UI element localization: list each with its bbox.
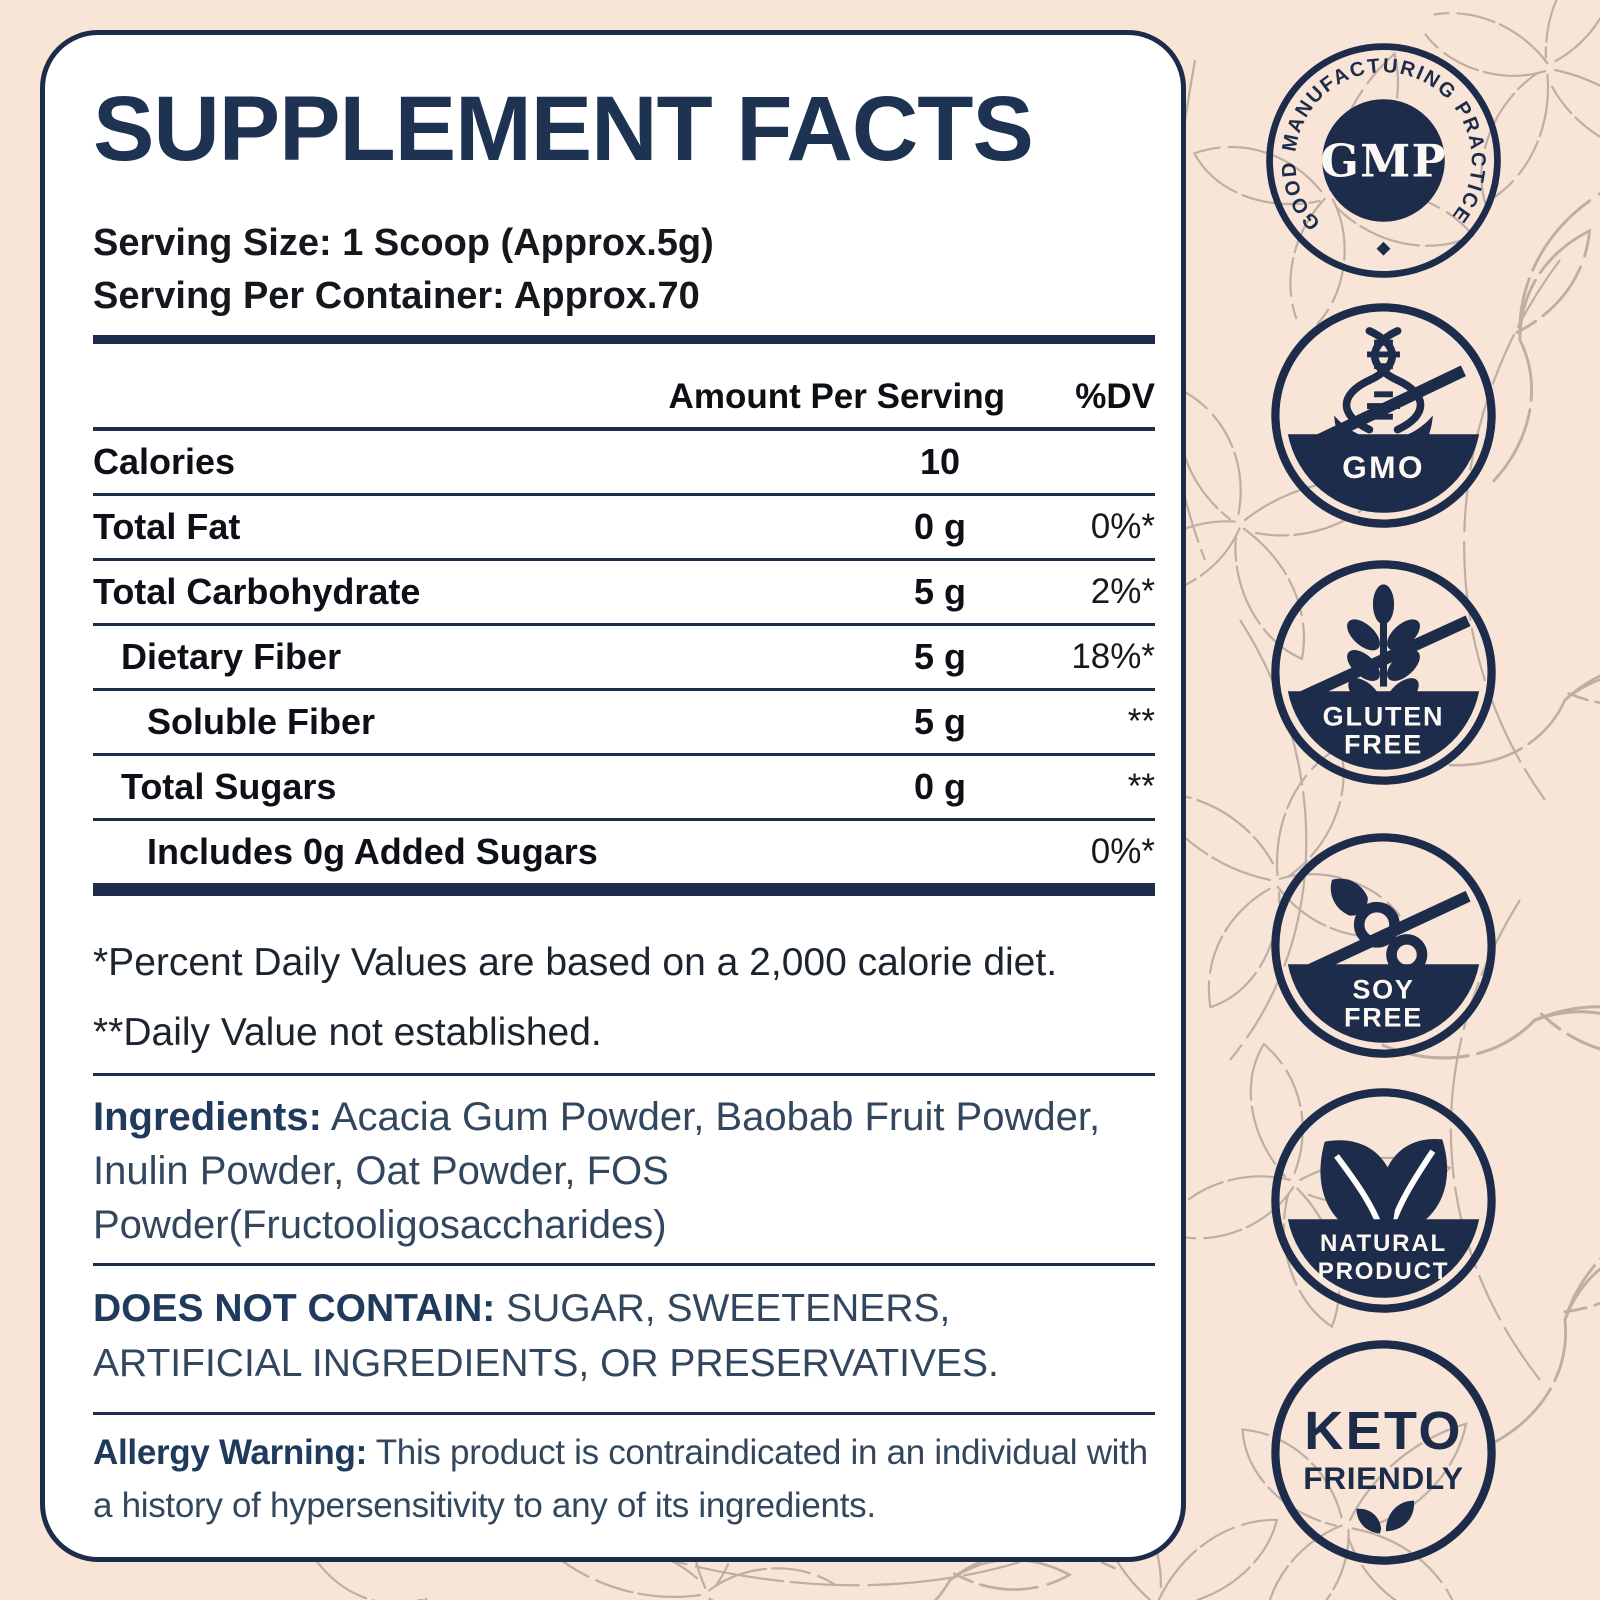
gluten-free-line2: FREE [1344, 730, 1423, 760]
keto-line1: KETO [1304, 1401, 1463, 1461]
row-amount: 0 g [913, 766, 966, 807]
amount-per-serving-header: Amount Per Serving [668, 377, 1005, 416]
mini-leaf-icon [1356, 1500, 1415, 1534]
table-row: Soluble Fiber 5 g ** [93, 691, 1155, 756]
gmp-badge: GOOD MANUFACTURING PRACTICE GMP [1266, 43, 1501, 278]
gmp-center-label: GMP [1320, 133, 1447, 187]
table-row: Calories 10 [93, 431, 1155, 496]
soy-free-line2: FREE [1344, 1003, 1423, 1033]
table-row: Total Sugars 0 g ** [93, 756, 1155, 821]
badge-bowl [1287, 1219, 1480, 1298]
does-not-contain-text: SUGAR, SWEETENERS, ARTIFICIAL INGREDIENT… [93, 1287, 999, 1385]
dv-header: %DV [1075, 377, 1155, 416]
row-label: Soluble Fiber [147, 701, 376, 742]
servings-per-container: Serving Per Container: Approx.70 [93, 275, 700, 317]
natural-product-line2: PRODUCT [1318, 1258, 1449, 1285]
keto-friendly-badge: KETO FRIENDLY [1271, 1340, 1496, 1565]
soy-free-badge: SOY FREE [1271, 833, 1496, 1058]
row-label: Total Sugars [121, 766, 337, 807]
row-dv: 0%* [1090, 507, 1155, 546]
table-row: Total Carbohydrate 5 g 2%* [93, 561, 1155, 626]
supplement-facts-card: SUPPLEMENT FACTS Serving Size: 1 Scoop (… [40, 30, 1186, 1562]
ingredients-label: Ingredients: [93, 1095, 322, 1139]
slash-icon [1294, 890, 1471, 982]
divider-thick-top [93, 335, 1155, 344]
badge-bowl [1287, 691, 1480, 770]
row-label: Calories [93, 441, 236, 482]
does-not-contain-label: DOES NOT CONTAIN: [93, 1287, 496, 1330]
non-gmo-badge: GMO [1271, 303, 1496, 528]
badge-bowl [1287, 434, 1480, 513]
row-amount: 5 g [913, 571, 966, 612]
row-amount: 0 g [913, 506, 966, 547]
row-dv: 18%* [1071, 637, 1155, 676]
does-not-contain-section: DOES NOT CONTAIN: SUGAR, SWEETENERS, ART… [93, 1282, 1155, 1391]
row-dv: ** [1127, 702, 1155, 741]
row-amount: 5 g [913, 701, 966, 742]
badge-bowl [1287, 964, 1480, 1043]
gluten-free-line1: GLUTEN [1323, 701, 1445, 731]
gmp-diamond-separator [1376, 241, 1391, 256]
row-label: Dietary Fiber [121, 636, 342, 677]
nutrition-table: Amount Per Serving %DV Calories 10 Total… [93, 351, 1155, 896]
gmo-label: GMO [1342, 449, 1425, 485]
ingredients-section: Ingredients: Acacia Gum Powder, Baobab F… [93, 1090, 1155, 1252]
row-dv: 0%* [1090, 832, 1155, 871]
divider-thin [93, 1073, 1155, 1076]
footnote-percent-dv: *Percent Daily Values are based on a 2,0… [93, 941, 1058, 984]
row-label: Includes 0g Added Sugars [147, 831, 598, 872]
allergy-warning-text: This product is contraindicated in an in… [93, 1433, 1148, 1525]
slash-icon [1296, 615, 1471, 704]
allergy-warning-label: Allergy Warning: [93, 1433, 367, 1472]
table-row: Includes 0g Added Sugars 0%* [93, 821, 1155, 886]
row-dv: 2%* [1090, 572, 1155, 611]
keto-line2: FRIENDLY [1303, 1460, 1463, 1496]
footnote-dv-not-established: **Daily Value not established. [93, 1011, 602, 1054]
gmp-inner-circle [1322, 99, 1445, 222]
row-label: Total Fat [93, 506, 241, 547]
divider-thick-bottom [93, 886, 1155, 896]
table-row: Dietary Fiber 5 g 18%* [93, 626, 1155, 691]
row-amount: 10 [919, 441, 961, 482]
table-row: Total Fat 0 g 0%* [93, 496, 1155, 561]
row-label: Total Carbohydrate [93, 571, 421, 612]
page-title: SUPPLEMENT FACTS [93, 78, 1034, 180]
natural-product-badge: NATURAL PRODUCT [1271, 1088, 1496, 1313]
allergy-warning-section: Allergy Warning: This product is contrai… [93, 1427, 1155, 1532]
soy-free-line1: SOY [1352, 974, 1414, 1004]
natural-product-line1: NATURAL [1320, 1230, 1447, 1257]
row-amount: 5 g [913, 636, 966, 677]
ingredients-text: Acacia Gum Powder, Baobab Fruit Powder, … [93, 1095, 1101, 1247]
serving-size: Serving Size: 1 Scoop (Approx.5g) [93, 222, 714, 264]
row-dv: ** [1127, 767, 1155, 806]
divider-thin [93, 1263, 1155, 1266]
divider-thin [93, 1412, 1155, 1415]
table-header-row: Amount Per Serving %DV [93, 351, 1155, 431]
gluten-free-badge: GLUTEN FREE [1271, 560, 1496, 785]
